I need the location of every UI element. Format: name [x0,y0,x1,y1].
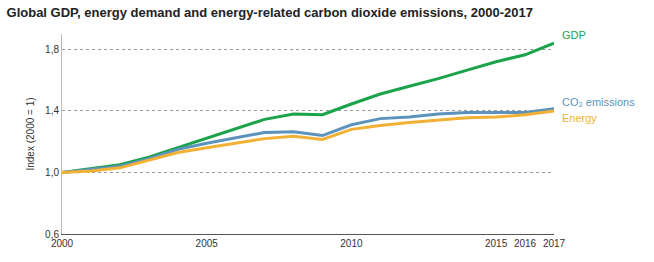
svg-text:2017: 2017 [543,238,566,249]
svg-text:0,6: 0,6 [45,229,59,240]
svg-text:1,8: 1,8 [45,44,59,55]
svg-text:2015: 2015 [485,238,508,249]
svg-text:2016: 2016 [514,238,537,249]
svg-text:Energy: Energy [562,112,597,124]
svg-text:2005: 2005 [196,238,219,249]
svg-text:1,4: 1,4 [45,105,59,116]
svg-text:Global GDP, energy demand and: Global GDP, energy demand and energy-rel… [7,5,533,20]
svg-text:2010: 2010 [340,238,363,249]
svg-text:1,0: 1,0 [45,167,59,178]
svg-text:Index (2000 = 1): Index (2000 = 1) [25,97,36,170]
svg-text:CO₂ emissions: CO₂ emissions [562,96,635,108]
svg-text:GDP: GDP [562,29,586,41]
svg-text:2000: 2000 [51,238,74,249]
